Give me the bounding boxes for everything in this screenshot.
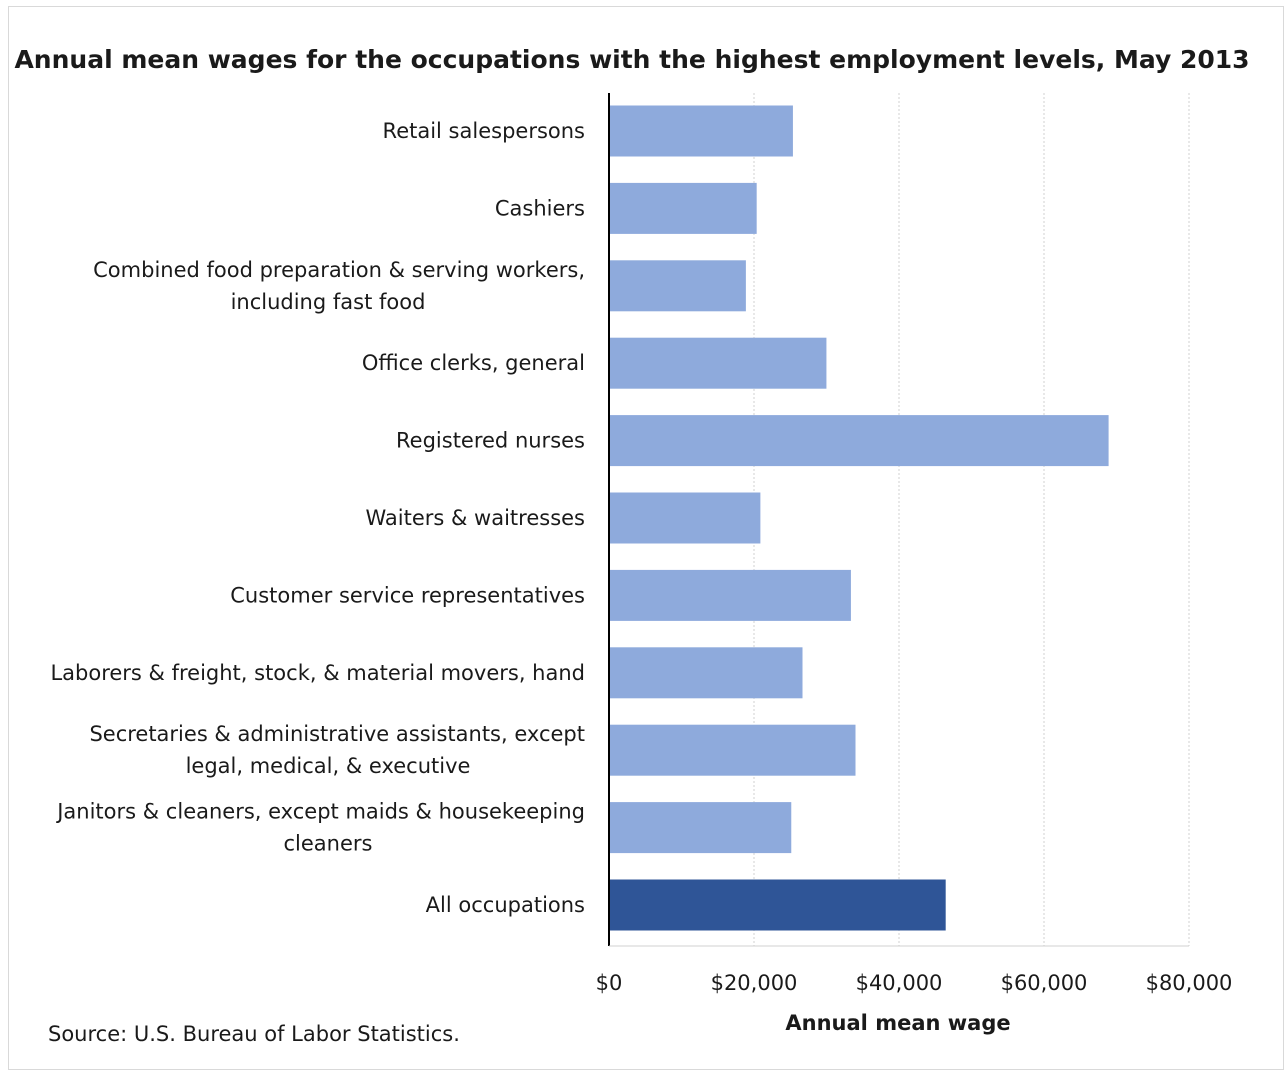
category-label: Retail salespersons <box>383 119 585 143</box>
category-labels: Retail salespersons Cashiers Combined food… <box>50 119 585 917</box>
category-label: Waiters & waitresses <box>365 506 585 530</box>
x-tick-label: $0 <box>596 971 623 995</box>
category-label: All occupations <box>426 893 585 917</box>
category-label: Laborers & freight, stock, & material mo… <box>50 661 585 685</box>
bar <box>609 802 792 854</box>
category-label: Customer service representatives <box>230 583 585 607</box>
category-label: Office clerks, general <box>362 351 585 375</box>
bar <box>609 337 827 389</box>
x-axis-label: Annual mean wage <box>785 1011 1010 1035</box>
bars <box>609 105 1109 931</box>
chart-title: Annual mean wages for the occupations wi… <box>14 45 1249 74</box>
x-tick-labels: $0 $20,000 $40,000 $60,000 $80,000 <box>596 971 1233 995</box>
x-tick-label: $40,000 <box>856 971 943 995</box>
source-note: Source: U.S. Bureau of Labor Statistics. <box>48 1022 460 1046</box>
bar <box>609 724 856 776</box>
bar <box>609 260 746 312</box>
bar <box>609 492 761 544</box>
gridlines <box>753 93 1190 946</box>
x-tick-label: $20,000 <box>711 971 798 995</box>
x-tick-label: $60,000 <box>1001 971 1088 995</box>
category-label: Cashiers <box>495 196 585 220</box>
bar <box>609 569 851 621</box>
bar <box>609 647 803 699</box>
bar <box>609 182 757 234</box>
bar <box>609 105 793 157</box>
category-label: Janitors & cleaners, except maids & hous… <box>55 800 585 856</box>
bar <box>609 879 946 931</box>
bar <box>609 415 1109 467</box>
category-label: Registered nurses <box>396 429 585 453</box>
category-label: Secretaries & administrative assistants,… <box>89 722 585 778</box>
category-label: Combined food preparation & serving work… <box>93 258 585 314</box>
x-tick-label: $80,000 <box>1146 971 1233 995</box>
